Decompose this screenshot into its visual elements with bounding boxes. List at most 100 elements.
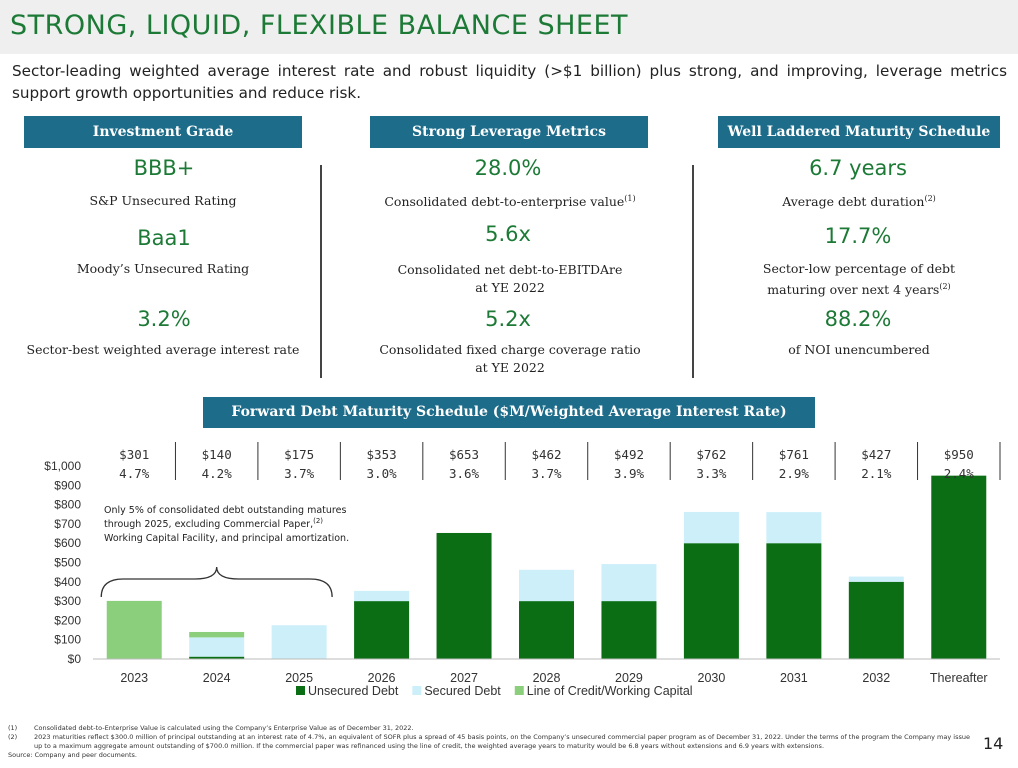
net-debt-ebitda-label: Consolidated net debt-to-EBITDAre at YE 2… xyxy=(397,262,623,295)
total-label: $762 xyxy=(696,447,726,462)
total-label: $492 xyxy=(614,447,644,462)
bar-unsecured-debt-2028 xyxy=(519,601,574,659)
annotation-line: Working Capital Facility, and principal … xyxy=(104,533,349,544)
x-tick-label: 2024 xyxy=(203,671,231,685)
x-tick-label: 2026 xyxy=(368,671,396,685)
bar-secured-debt-2032 xyxy=(848,576,904,582)
y-tick-label: $600 xyxy=(54,536,81,550)
total-label: $353 xyxy=(367,447,397,462)
moodys-rating-value: Baa1 xyxy=(137,226,191,250)
noi-unencumbered-label: of NOI unencumbered xyxy=(788,342,930,357)
title-bar xyxy=(0,0,1018,54)
y-tick-label: $800 xyxy=(54,498,81,512)
page-subtitle: Sector-leading weighted average interest… xyxy=(12,62,1007,102)
debt-maturing-label: Sector-low percentage of debt maturing ov… xyxy=(762,261,956,298)
y-tick-label: $700 xyxy=(54,517,81,531)
bar-unsecured-debt-2032 xyxy=(848,581,904,659)
y-tick-label: $200 xyxy=(54,613,81,627)
rate-label: 3.6% xyxy=(449,466,480,481)
rate-label: 3.7% xyxy=(531,466,562,481)
interest-rate-value: 3.2% xyxy=(137,307,191,331)
footnote-source: Source: Company and peer documents. xyxy=(8,751,137,759)
rate-label: 3.7% xyxy=(284,466,315,481)
debt-to-ev-label: Consolidated debt-to-enterprise value(1) xyxy=(384,194,636,210)
bar-unsecured-debt-2026 xyxy=(354,601,410,659)
rate-label: 3.9% xyxy=(614,466,645,481)
total-label: $175 xyxy=(284,447,314,462)
rate-label: 2.9% xyxy=(779,466,810,481)
total-label: $462 xyxy=(531,447,561,462)
rate-label: 4.7% xyxy=(119,466,150,481)
fixed-charge-label: Consolidated fixed charge coverage ratio… xyxy=(379,342,641,375)
footnotes: (1) Consolidated debt-to-Enterprise Value… xyxy=(8,724,976,760)
maturity-schedule-header: Well Laddered Maturity Schedule xyxy=(718,116,1000,148)
bar-secured-debt-2030 xyxy=(683,511,739,544)
total-label: $761 xyxy=(779,447,809,462)
chart-header: Forward Debt Maturity Schedule ($M/Weigh… xyxy=(203,397,815,428)
bar-unsecured-debt-thereafter xyxy=(931,475,987,659)
debt-maturity-chart: $301 4.7% $140 4.2% $175 3.7% $353 3.0% $653 3.6%… xyxy=(44,442,1001,698)
total-label: $950 xyxy=(944,447,974,462)
bar-secured-debt-2028 xyxy=(519,569,574,602)
annotation-line: through 2025, excluding Commercial Paper… xyxy=(104,517,323,530)
debt-to-ev-value: 28.0% xyxy=(474,156,542,180)
interest-rate-label: Sector-best weighted average interest ra… xyxy=(26,342,300,357)
legend-swatch xyxy=(514,686,524,695)
annotation-line: Only 5% of consolidated debt outstanding… xyxy=(104,505,346,516)
net-debt-ebitda-value: 5.6x xyxy=(485,222,531,246)
x-tick-label: 2030 xyxy=(698,671,726,685)
footnote-1: (1) Consolidated debt-to-Enterprise Value… xyxy=(8,724,414,732)
x-tick-label: Thereafter xyxy=(930,671,988,685)
y-tick-label: $400 xyxy=(54,575,81,589)
sp-rating-label: S&P Unsecured Rating xyxy=(89,193,237,208)
bar-unsecured-debt-2027 xyxy=(436,532,492,659)
legend-swatch xyxy=(412,686,422,695)
rate-label: 3.0% xyxy=(367,466,398,481)
annotation-brace xyxy=(100,566,333,598)
x-tick-label: 2028 xyxy=(533,671,561,685)
total-label: $301 xyxy=(119,447,149,462)
bar-secured-debt-2026 xyxy=(354,590,410,602)
y-tick-label: $500 xyxy=(54,556,81,570)
rate-label: 2.4% xyxy=(944,466,975,481)
debt-duration-value: 6.7 years xyxy=(809,156,907,180)
x-tick-label: 2023 xyxy=(120,671,148,685)
bar-secured-debt-2029 xyxy=(601,564,657,602)
column-divider xyxy=(320,165,322,378)
debt-maturing-value: 17.7% xyxy=(824,224,892,248)
bar-unsecured-debt-2029 xyxy=(601,601,657,659)
legend-label: Unsecured Debt xyxy=(308,684,399,698)
legend-label: Line of Credit/Working Capital xyxy=(527,684,693,698)
fixed-charge-value: 5.2x xyxy=(485,307,531,331)
x-tick-label: 2032 xyxy=(862,671,890,685)
bar-unsecured-debt-2031 xyxy=(766,543,822,659)
bar-unsecured-debt-2024 xyxy=(189,656,245,659)
moodys-rating-label: Moody’s Unsecured Rating xyxy=(76,261,250,276)
bar-secured-debt-2025 xyxy=(271,625,327,659)
total-label: $427 xyxy=(861,447,891,462)
total-label: $653 xyxy=(449,447,479,462)
bar-unsecured-debt-2030 xyxy=(683,543,739,659)
x-tick-label: 2027 xyxy=(450,671,478,685)
legend-swatch xyxy=(296,686,305,695)
bar-line-of-credit-working-capital-2024 xyxy=(189,631,245,638)
total-label: $140 xyxy=(202,447,232,462)
bar-secured-debt-2024 xyxy=(189,637,245,657)
x-tick-label: 2025 xyxy=(285,671,313,685)
leverage-metrics-header: Strong Leverage Metrics xyxy=(370,116,648,148)
sp-rating-value: BBB+ xyxy=(133,156,195,180)
bar-secured-debt-2031 xyxy=(766,512,822,544)
noi-unencumbered-value: 88.2% xyxy=(824,307,892,331)
rate-label: 4.2% xyxy=(202,466,233,481)
x-tick-label: 2031 xyxy=(780,671,808,685)
y-tick-label: $1,000 xyxy=(44,459,81,473)
column-divider xyxy=(692,165,694,378)
legend-label: Secured Debt xyxy=(424,684,501,698)
bar-line-of-credit-working-capital-2023 xyxy=(106,600,162,659)
debt-duration-label: Average debt duration(2) xyxy=(782,194,936,210)
y-tick-label: $900 xyxy=(54,478,81,492)
page-number: 14 xyxy=(983,734,1004,753)
y-tick-label: $300 xyxy=(54,594,81,608)
page-title: STRONG, LIQUID, FLEXIBLE BALANCE SHEET xyxy=(10,10,629,41)
x-tick-label: 2029 xyxy=(615,671,643,685)
